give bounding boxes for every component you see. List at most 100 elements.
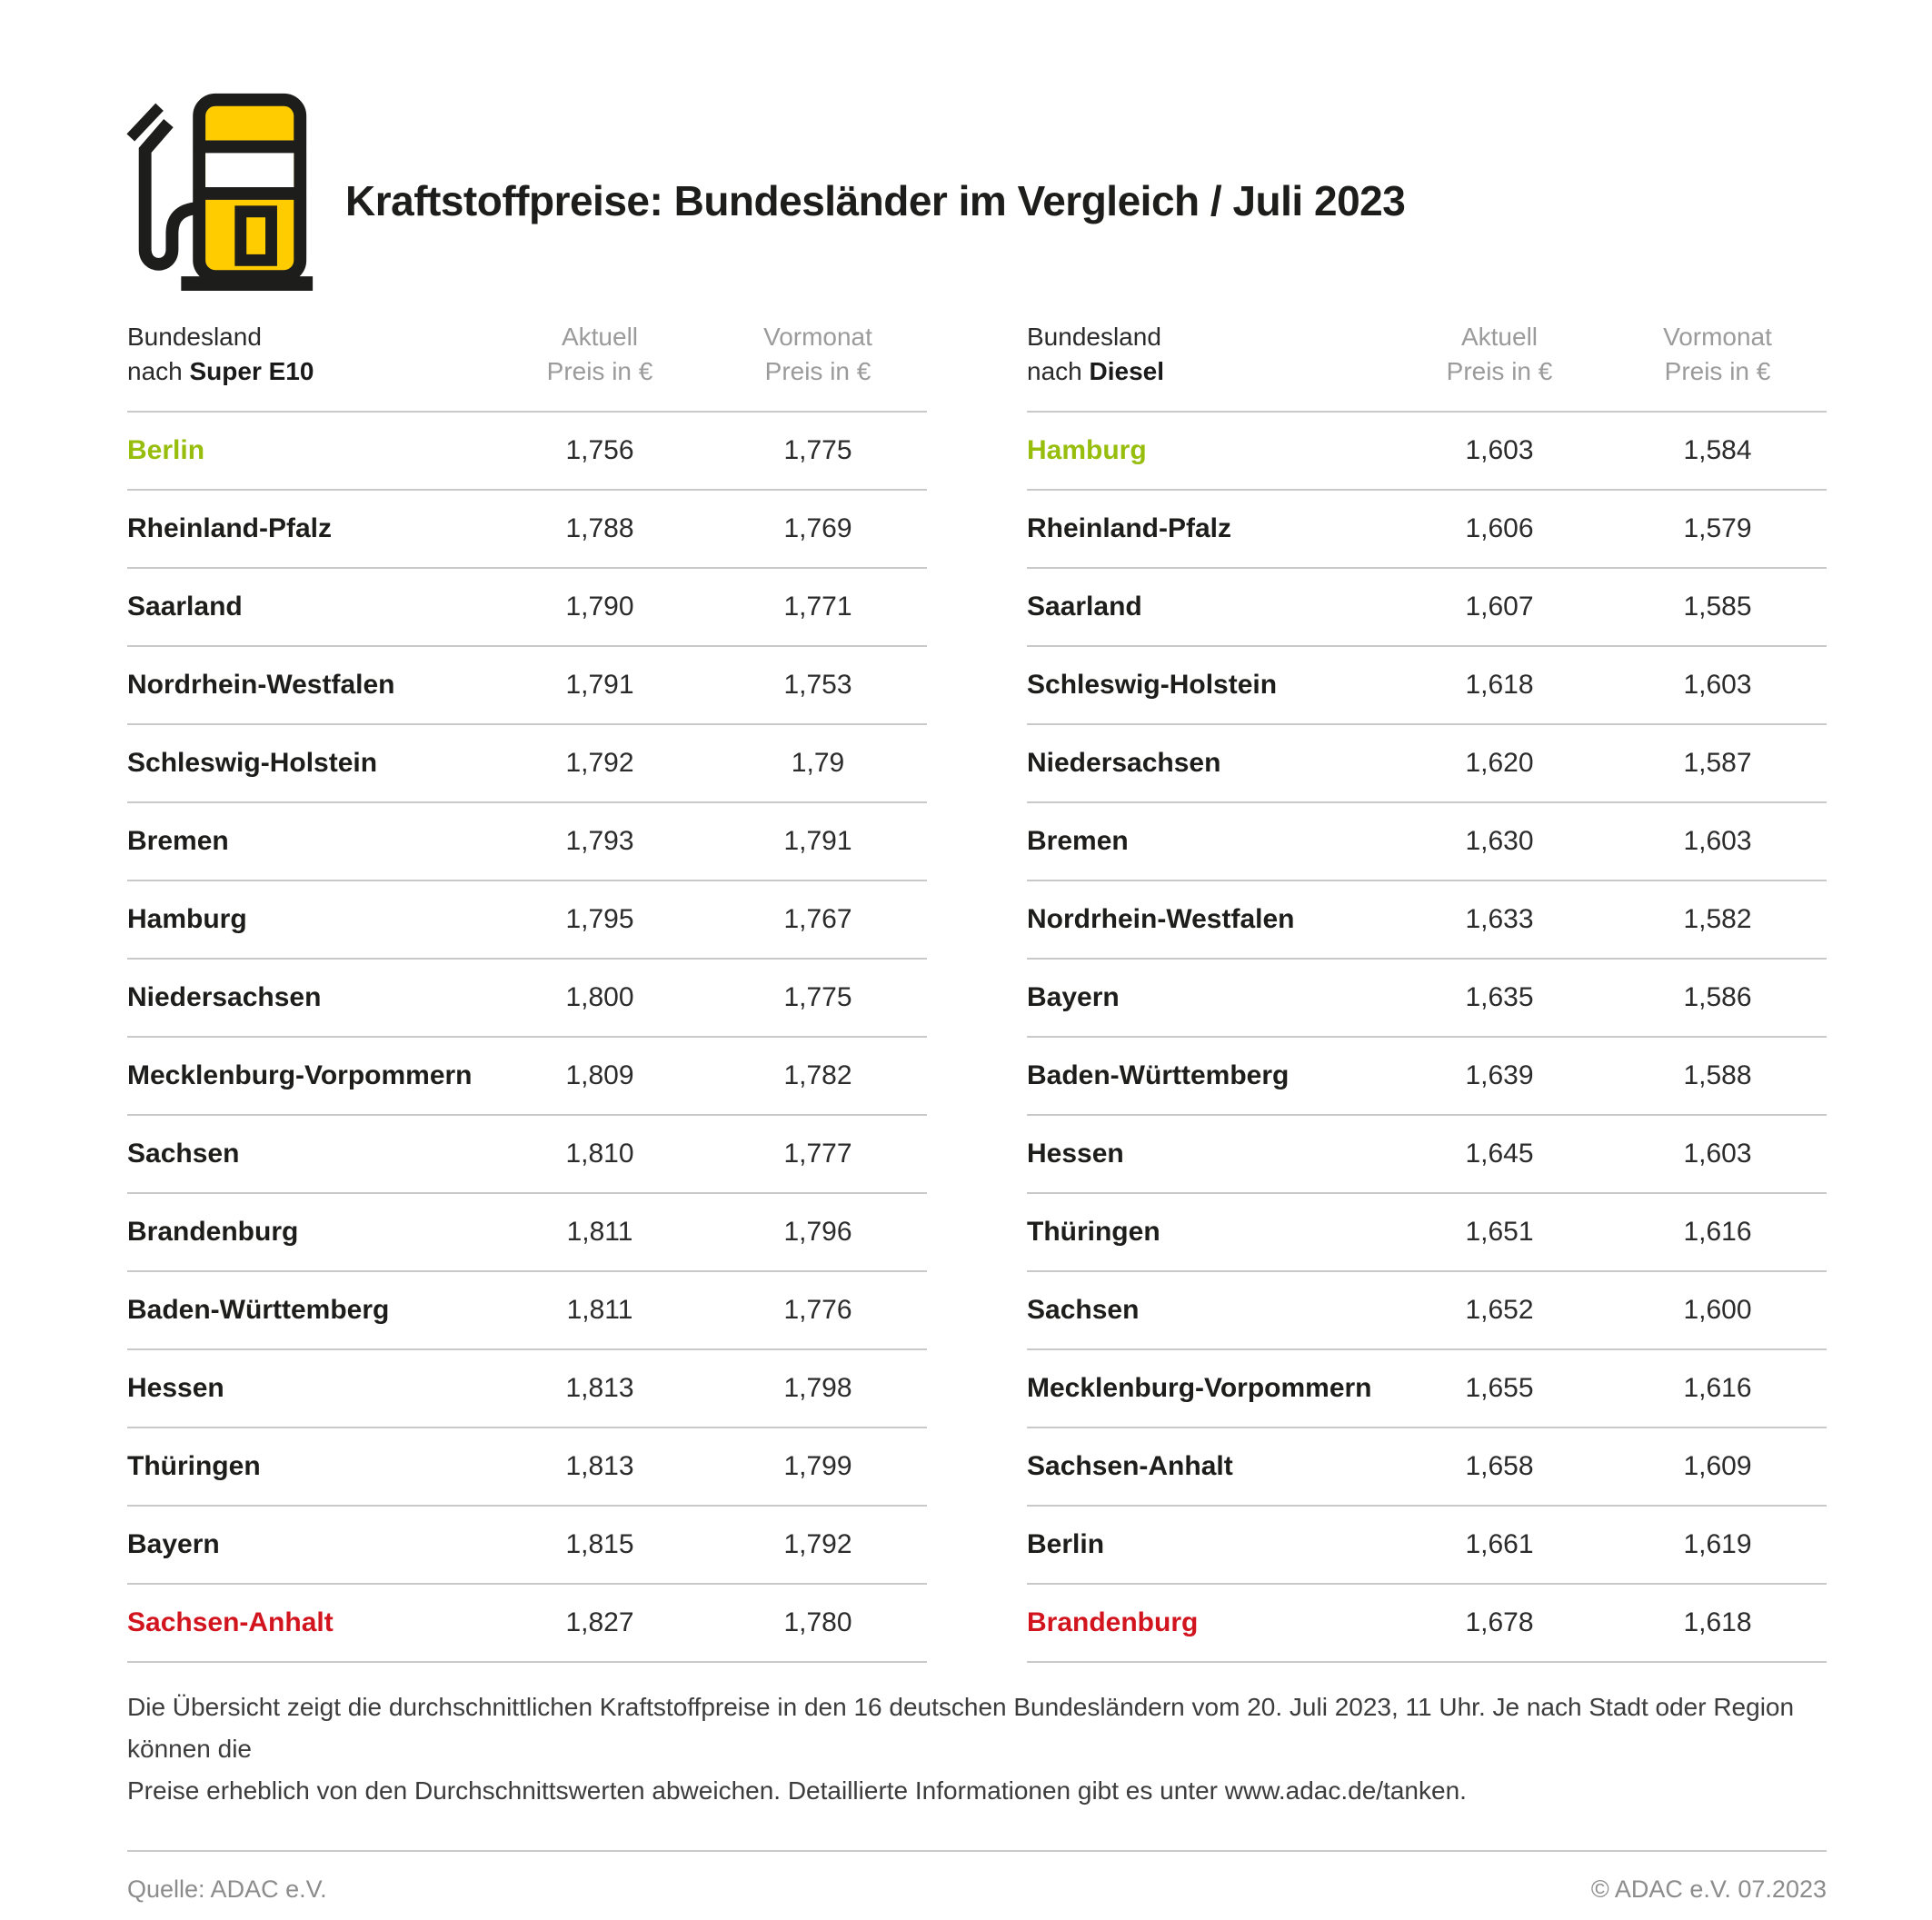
current-price: 1,810 xyxy=(565,1139,634,1169)
state-name: Nordrhein-Westfalen xyxy=(1027,904,1295,934)
table-row: Hamburg 1,603 1,584 xyxy=(1027,413,1827,491)
column-header-line: Aktuell xyxy=(1460,323,1539,351)
fuel-type-label: Super E10 xyxy=(189,357,314,385)
previous-price: 1,586 xyxy=(1683,982,1752,1012)
previous-price: 1,600 xyxy=(1683,1295,1752,1325)
previous-price: 1,603 xyxy=(1683,1139,1752,1169)
column-header-line: Vormonat xyxy=(763,323,872,351)
column-header-aktuell: Aktuell Preis in € xyxy=(491,320,709,389)
state-name: Bayern xyxy=(1027,982,1120,1012)
column-header-vormonat: Vormonat Preis in € xyxy=(1608,320,1827,389)
previous-price: 1,769 xyxy=(783,513,852,543)
table-row: Bremen 1,630 1,603 xyxy=(1027,803,1827,881)
table-row: Mecklenburg-Vorpommern 1,809 1,782 xyxy=(127,1038,927,1116)
table-row: Nordrhein-Westfalen 1,791 1,753 xyxy=(127,647,927,725)
previous-price: 1,780 xyxy=(783,1607,852,1637)
footer: Quelle: ADAC e.V. © ADAC e.V. 07.2023 xyxy=(127,1850,1827,1904)
column-header-line: Vormonat xyxy=(1663,323,1772,351)
previous-price: 1,618 xyxy=(1683,1607,1752,1637)
table-row: Bayern 1,815 1,792 xyxy=(127,1507,927,1585)
table-row: Bayern 1,635 1,586 xyxy=(1027,960,1827,1038)
current-price: 1,811 xyxy=(566,1295,633,1325)
current-price: 1,790 xyxy=(565,592,634,622)
table-row: Mecklenburg-Vorpommern 1,655 1,616 xyxy=(1027,1350,1827,1428)
column-header-line: nach xyxy=(1027,357,1090,385)
fuel-pump-icon xyxy=(126,93,314,292)
previous-price: 1,753 xyxy=(783,670,852,700)
current-price: 1,635 xyxy=(1465,982,1534,1012)
footnote-line-1: Die Übersicht zeigt die durchschnittlich… xyxy=(127,1693,1795,1763)
current-price: 1,630 xyxy=(1465,826,1534,856)
state-name: Hessen xyxy=(127,1373,224,1403)
current-price: 1,633 xyxy=(1465,904,1534,934)
table-row: Hessen 1,645 1,603 xyxy=(1027,1116,1827,1194)
table-row: Brandenburg 1,811 1,796 xyxy=(127,1194,927,1272)
state-name: Hamburg xyxy=(127,904,247,934)
state-name: Niedersachsen xyxy=(1027,748,1221,778)
state-name: Sachsen xyxy=(127,1139,240,1169)
table-row: Saarland 1,790 1,771 xyxy=(127,569,927,647)
column-header-vormonat: Vormonat Preis in € xyxy=(709,320,927,389)
state-name: Mecklenburg-Vorpommern xyxy=(127,1060,473,1090)
table-row: Baden-Württemberg 1,811 1,776 xyxy=(127,1272,927,1350)
state-name: Sachsen xyxy=(1027,1295,1140,1325)
previous-price: 1,587 xyxy=(1683,748,1752,778)
table-row: Schleswig-Holstein 1,792 1,79 xyxy=(127,725,927,803)
table-row: Baden-Württemberg 1,639 1,588 xyxy=(1027,1038,1827,1116)
current-price: 1,815 xyxy=(565,1529,634,1559)
current-price: 1,618 xyxy=(1465,670,1534,700)
current-price: 1,813 xyxy=(565,1373,634,1403)
table-row: Thüringen 1,813 1,799 xyxy=(127,1428,927,1507)
state-name: Brandenburg xyxy=(127,1217,299,1247)
state-name: Brandenburg xyxy=(1027,1607,1199,1637)
previous-price: 1,584 xyxy=(1683,435,1752,465)
column-header-line: Preis in € xyxy=(546,357,653,385)
column-header-line: Aktuell xyxy=(561,323,639,351)
state-name: Saarland xyxy=(1027,592,1142,622)
state-name: Thüringen xyxy=(127,1451,261,1481)
state-name: Berlin xyxy=(127,435,205,465)
table-row: Sachsen-Anhalt 1,827 1,780 xyxy=(127,1585,927,1663)
table-row: Niedersachsen 1,620 1,587 xyxy=(1027,725,1827,803)
table-row: Saarland 1,607 1,585 xyxy=(1027,569,1827,647)
previous-price: 1,791 xyxy=(783,826,852,856)
column-header-line: Bundesland xyxy=(127,323,262,351)
previous-price: 1,776 xyxy=(783,1295,852,1325)
table-header: Bundesland nach Diesel Aktuell Preis in … xyxy=(1027,320,1827,413)
current-price: 1,800 xyxy=(565,982,634,1012)
footnote-line-2: Preise erheblich von den Durchschnittswe… xyxy=(127,1776,1467,1805)
source-label: Quelle: ADAC e.V. xyxy=(127,1875,327,1903)
table-row: Berlin 1,756 1,775 xyxy=(127,413,927,491)
table-row: Rheinland-Pfalz 1,606 1,579 xyxy=(1027,491,1827,569)
page-title: Kraftstoffpreise: Bundesländer im Vergle… xyxy=(345,177,1406,224)
table-row: Sachsen-Anhalt 1,658 1,609 xyxy=(1027,1428,1827,1507)
previous-price: 1,777 xyxy=(783,1139,852,1169)
table-body: Hamburg 1,603 1,584 Rheinland-Pfalz 1,606 1,5… xyxy=(1027,413,1827,1663)
current-price: 1,655 xyxy=(1465,1373,1534,1403)
previous-price: 1,585 xyxy=(1683,592,1752,622)
current-price: 1,661 xyxy=(1465,1529,1534,1559)
state-name: Baden-Württemberg xyxy=(127,1295,390,1325)
state-name: Niedersachsen xyxy=(127,982,322,1012)
table-header: Bundesland nach Super E10 Aktuell Preis … xyxy=(127,320,927,413)
current-price: 1,651 xyxy=(1465,1217,1534,1247)
current-price: 1,606 xyxy=(1465,513,1534,543)
state-name: Sachsen-Anhalt xyxy=(1027,1451,1233,1481)
table-row: Thüringen 1,651 1,616 xyxy=(1027,1194,1827,1272)
state-name: Bayern xyxy=(127,1529,220,1559)
previous-price: 1,79 xyxy=(791,748,845,778)
table-diesel: Bundesland nach Diesel Aktuell Preis in … xyxy=(1027,320,1827,1663)
state-name: Rheinland-Pfalz xyxy=(1027,513,1232,543)
table-row: Nordrhein-Westfalen 1,633 1,582 xyxy=(1027,881,1827,960)
previous-price: 1,782 xyxy=(783,1060,852,1090)
current-price: 1,813 xyxy=(565,1451,634,1481)
table-row: Brandenburg 1,678 1,618 xyxy=(1027,1585,1827,1663)
copyright-label: © ADAC e.V. 07.2023 xyxy=(1590,1875,1827,1903)
current-price: 1,791 xyxy=(565,670,634,700)
column-header-bundesland: Bundesland nach Super E10 xyxy=(127,320,491,389)
current-price: 1,652 xyxy=(1465,1295,1534,1325)
column-header-bundesland: Bundesland nach Diesel xyxy=(1027,320,1390,389)
previous-price: 1,767 xyxy=(783,904,852,934)
table-row: Bremen 1,793 1,791 xyxy=(127,803,927,881)
